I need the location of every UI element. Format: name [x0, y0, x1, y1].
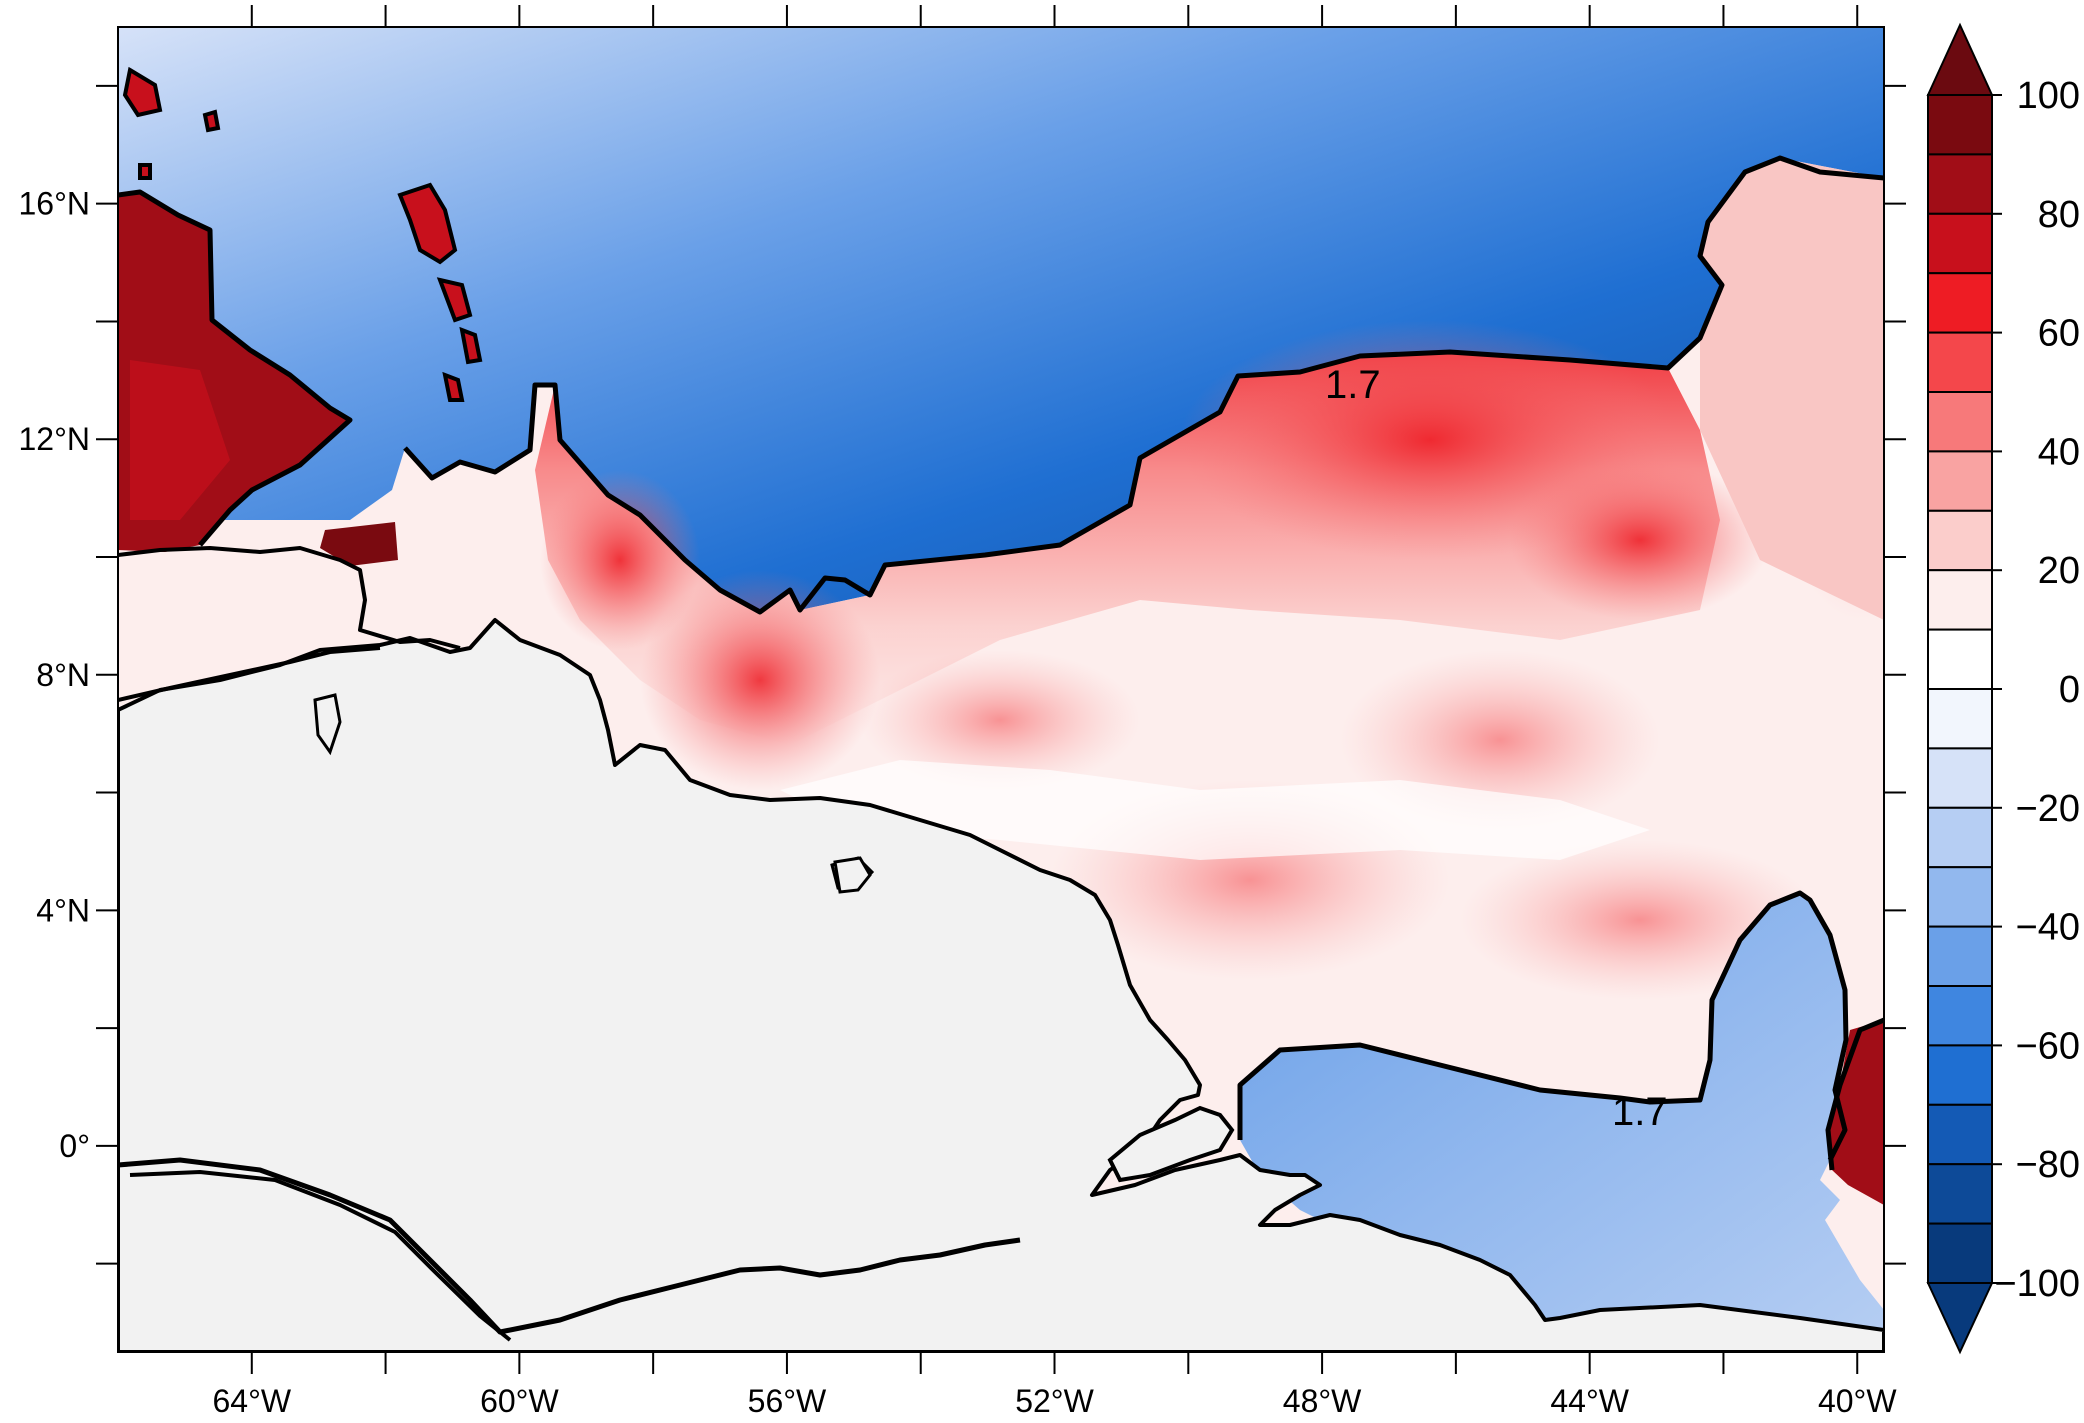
- colorbar-swatch: [1927, 1222, 1993, 1284]
- colorbar: 100 80 60 40 20 0 −20 −40 −60 −80 −100: [1926, 22, 2080, 1355]
- lon-tick-label: 48°W: [1283, 1383, 1362, 1419]
- colorbar-swatch: [1927, 569, 1993, 631]
- latitude-ticks: 16°N 12°N 8°N 4°N 0°: [19, 84, 1906, 1265]
- colorbar-label: −80: [2016, 1144, 2080, 1186]
- colorbar-swatch: [1927, 1044, 1993, 1106]
- contour-label-north: 1.7: [1325, 363, 1381, 407]
- colorbar-swatch: [1927, 391, 1993, 453]
- colorbar-swatch: [1927, 688, 1993, 750]
- red-blob: [640, 570, 880, 790]
- colorbar-swatch: [1927, 331, 1993, 394]
- land-south-america: [118, 618, 1884, 1352]
- lon-tick-label: 40°W: [1818, 1383, 1897, 1419]
- colorbar-swatch: [1927, 212, 1993, 275]
- coast-venezuela: [118, 546, 461, 650]
- positive-anomaly-small: [320, 522, 398, 566]
- colorbar-swatch: [1927, 509, 1993, 572]
- colorbar-swatch: [1927, 94, 1993, 156]
- river-orinoco: [118, 646, 381, 702]
- colorbar-swatch: [1927, 153, 1993, 215]
- plot-frame: [117, 26, 1885, 1353]
- lon-tick-label: 60°W: [480, 1383, 559, 1419]
- lon-tick-label: 64°W: [212, 1383, 291, 1419]
- inland-island: [833, 856, 872, 894]
- colorbar-under-triangle: [1926, 1282, 1994, 1355]
- near-zero-band: [780, 760, 1650, 860]
- contour-line-north: [403, 155, 1884, 615]
- colorbar-swatch: [1927, 1103, 1993, 1166]
- lon-tick-label: 52°W: [1015, 1383, 1094, 1419]
- colorbar-label: 100: [2017, 75, 2080, 117]
- lon-tick-label: 56°W: [748, 1383, 827, 1419]
- colorbar-swatch: [1927, 628, 1993, 690]
- positive-anomaly-southeast-edge: [1828, 1020, 1884, 1205]
- lat-tick-label: 0°: [59, 1128, 90, 1164]
- island-marajo: [1107, 1105, 1235, 1183]
- colorbar-label: −20: [2016, 788, 2080, 830]
- colorbar-label: 60: [2038, 313, 2080, 355]
- colorbar-label: −40: [2016, 907, 2080, 949]
- lat-tick-label: 16°N: [19, 186, 91, 222]
- island-trinidad: [313, 693, 342, 756]
- red-blob: [540, 470, 700, 650]
- pink-blob: [860, 650, 1140, 790]
- colorbar-label: −100: [1994, 1263, 2080, 1305]
- colorbar-swatch: [1927, 925, 1993, 987]
- colorbar-over-triangle: [1926, 22, 1994, 96]
- contour-line-south: [1237, 890, 1849, 1162]
- colorbar-swatch: [1927, 1163, 1993, 1225]
- lat-tick-label: 4°N: [36, 892, 90, 928]
- red-blob: [1510, 460, 1770, 620]
- contour-line-west: [118, 189, 353, 547]
- colorbar-swatch: [1927, 985, 1993, 1047]
- lon-tick-label: 44°W: [1550, 1383, 1629, 1419]
- positive-anomaly-northeast: [1700, 158, 1884, 620]
- river-amazon-branch: [129, 1170, 512, 1342]
- lat-tick-label: 12°N: [19, 421, 91, 457]
- colorbar-swatch: [1927, 747, 1993, 809]
- lesser-antilles: [122, 66, 483, 402]
- river-amazon: [118, 1157, 1021, 1335]
- contour-label-south: 1.7: [1612, 1090, 1668, 1134]
- colorbar-label: 80: [2038, 194, 2080, 236]
- contour-line-east: [1825, 1017, 1884, 1171]
- lat-tick-label: 8°N: [36, 657, 90, 693]
- longitude-ticks: 64°W 60°W 56°W 52°W 48°W 44°W 40°W: [212, 5, 1897, 1419]
- colorbar-label: 40: [2038, 431, 2080, 473]
- colorbar-swatch: [1927, 450, 1993, 512]
- colorbar-label: 0: [2059, 669, 2080, 711]
- colorbar-swatch: [1927, 866, 1993, 928]
- colorbar-label: −60: [2016, 1025, 2080, 1067]
- colorbar-label: 20: [2038, 550, 2080, 592]
- colorbar-swatch: [1927, 272, 1993, 334]
- plot-area: 1.7 1.7: [118, 27, 1884, 1352]
- negative-anomaly-north: [118, 27, 1884, 612]
- positive-anomaly-west-patch: [130, 360, 230, 520]
- colorbar-swatch: [1927, 806, 1993, 869]
